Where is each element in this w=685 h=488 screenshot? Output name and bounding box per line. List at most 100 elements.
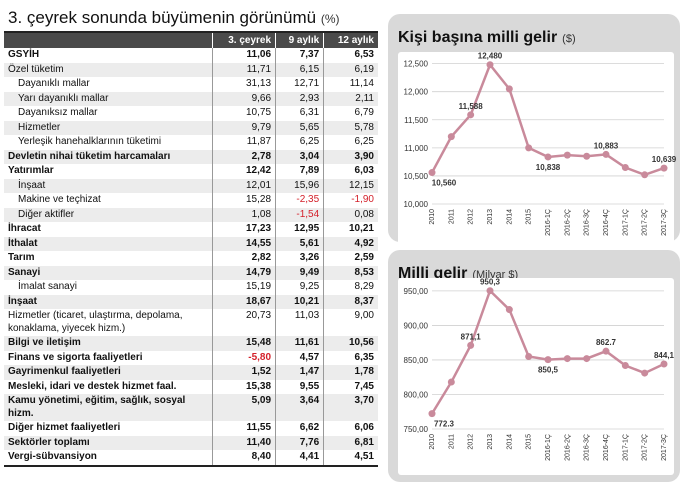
data-label: 10,838 (536, 163, 561, 172)
value-cell: 15,38 (211, 379, 276, 394)
table-row: İmalat sanayi 15,19 9,25 8,29 (4, 280, 378, 295)
table-row: Tarım 2,82 3,26 2,59 (4, 251, 378, 266)
data-point (544, 356, 552, 364)
y-tick-label: 800,00 (404, 390, 429, 399)
value-cell: 11,87 (211, 135, 276, 150)
row-label: Diğer aktifler (4, 207, 213, 222)
row-label: Gayrimenkul faaliyetleri (4, 365, 213, 380)
table-row: Dayanıklı mallar 31,13 12,71 11,14 (4, 77, 378, 92)
value-cell: 6,03 (323, 164, 378, 179)
table-row: Sektörler toplamı 11,40 7,76 6,81 (4, 435, 378, 450)
value-cell: 31,13 (211, 77, 276, 92)
value-cell: 11,03 (275, 309, 324, 336)
table-row: Gayrimenkul faaliyetleri 1,52 1,47 1,78 (4, 365, 378, 380)
value-cell: 9,66 (211, 91, 276, 106)
row-label: Vergi-sübvansiyon (4, 450, 213, 467)
table-row: İhracat 17,23 12,95 10,21 (4, 222, 378, 237)
value-cell: 15,48 (211, 336, 276, 351)
value-cell: 17,23 (211, 222, 276, 237)
x-tick-label: 2011 (448, 434, 455, 449)
data-label: 862.7 (596, 338, 617, 347)
y-tick-label: 12,500 (404, 60, 429, 69)
row-label: İnşaat (4, 178, 213, 193)
x-tick-label: 2010 (429, 209, 436, 225)
data-point (428, 410, 436, 418)
row-label: Yerleşik hanehalklarının tüketimi (18, 136, 162, 147)
x-tick-label: 2014 (506, 209, 513, 225)
value-cell: 7,37 (275, 48, 324, 63)
row-label: Sanayi (4, 265, 213, 280)
value-cell: 4,51 (323, 450, 378, 467)
table-row: Yerleşik hanehalklarının tüketimi 11,87 6,… (4, 135, 378, 150)
value-cell: 6,19 (323, 62, 378, 77)
value-cell: 12,95 (275, 222, 324, 237)
x-tick-label: 2017-2Ç (642, 434, 649, 461)
row-label: Devletin nihai tüketim harcamaları (4, 149, 213, 164)
table-body: GSYİH 11,06 7,37 6,53 Özel tüketim 11,71 6,15 6… (4, 48, 378, 467)
row-label: İthalat (4, 236, 213, 251)
value-cell: 12,42 (211, 164, 276, 179)
x-tick-label: 2015 (526, 209, 533, 225)
data-label: 10,639 (652, 155, 677, 164)
data-point (602, 347, 610, 355)
y-tick-label: 900,00 (404, 321, 429, 330)
table-title: 3. çeyrek sonunda büyümenin görünümü (8, 8, 317, 27)
value-cell: 5,61 (275, 236, 324, 251)
data-point (641, 171, 649, 179)
row-label: Makine ve teçhizat (18, 194, 101, 205)
data-point (583, 152, 591, 160)
data-point (602, 150, 610, 158)
table-row: Hizmetler 9,79 5,65 5,78 (4, 120, 378, 135)
table-row: İthalat 14,55 5,61 4,92 (4, 236, 378, 251)
y-tick-label: 10,000 (404, 200, 429, 209)
data-point (447, 133, 455, 141)
data-point (563, 151, 571, 159)
row-label: İhracat (8, 223, 41, 234)
value-cell: 5,09 (211, 394, 276, 421)
value-cell: 7,89 (275, 164, 324, 179)
x-tick-label: 2016-3Ç (584, 209, 591, 236)
data-point (544, 153, 552, 161)
row-label: Finans ve sigorta faaliyetleri (8, 351, 143, 363)
data-point (428, 169, 436, 177)
x-tick-label: 2016-4Ç (603, 209, 610, 236)
value-cell: 2,59 (323, 251, 378, 266)
value-cell: 12,71 (275, 77, 324, 92)
value-cell: 2,11 (323, 91, 378, 106)
data-label: 950,3 (480, 278, 501, 287)
value-cell: 3,64 (275, 394, 324, 421)
row-label: Sektörler toplamı (4, 435, 213, 450)
value-cell: 6,15 (275, 62, 324, 77)
x-tick-label: 2016-1Ç (545, 209, 552, 236)
x-tick-label: 2017-3Ç (661, 209, 668, 236)
value-cell: 8,53 (323, 265, 378, 280)
row-label: Kamu yönetimi, eğitim, sağlık, sosyal hi… (4, 394, 213, 421)
value-cell: -2,35 (275, 193, 324, 208)
table-title-row: 3. çeyrek sonunda büyümenin görünümü (%) (4, 8, 378, 33)
value-cell: 11,55 (211, 421, 276, 436)
row-label: Mesleki, idari ve destek hizmet faal. (8, 380, 177, 392)
x-tick-label: 2017-1Ç (622, 434, 629, 461)
data-point (525, 144, 533, 152)
table-row: Devletin nihai tüketim harcamaları 2,78 3,… (4, 149, 378, 164)
x-tick-label: 2011 (448, 209, 455, 224)
row-label: Yarı dayanıklı mallar (4, 91, 213, 106)
data-label: 844,1 (654, 351, 675, 360)
table-row: Diğer aktifler 1,08 -1,54 0,08 (4, 207, 378, 222)
value-cell: 12,15 (323, 178, 378, 193)
value-cell: 8,29 (323, 280, 378, 295)
value-cell: 9,25 (275, 280, 324, 295)
data-label: 871,1 (461, 332, 482, 341)
data-point (467, 341, 475, 349)
value-cell: 10,75 (211, 106, 276, 121)
value-cell: 5,78 (323, 120, 378, 135)
value-cell: -1,90 (323, 193, 378, 208)
value-cell: 6,35 (323, 350, 378, 365)
row-label: Tarım (8, 252, 35, 263)
x-tick-label: 2017-2Ç (642, 209, 649, 236)
value-cell: 15,28 (211, 193, 276, 208)
row-label: İnşaat (4, 294, 213, 309)
value-cell: 5,65 (275, 120, 324, 135)
value-cell: 9,49 (275, 265, 324, 280)
value-cell: 4,57 (275, 350, 324, 365)
